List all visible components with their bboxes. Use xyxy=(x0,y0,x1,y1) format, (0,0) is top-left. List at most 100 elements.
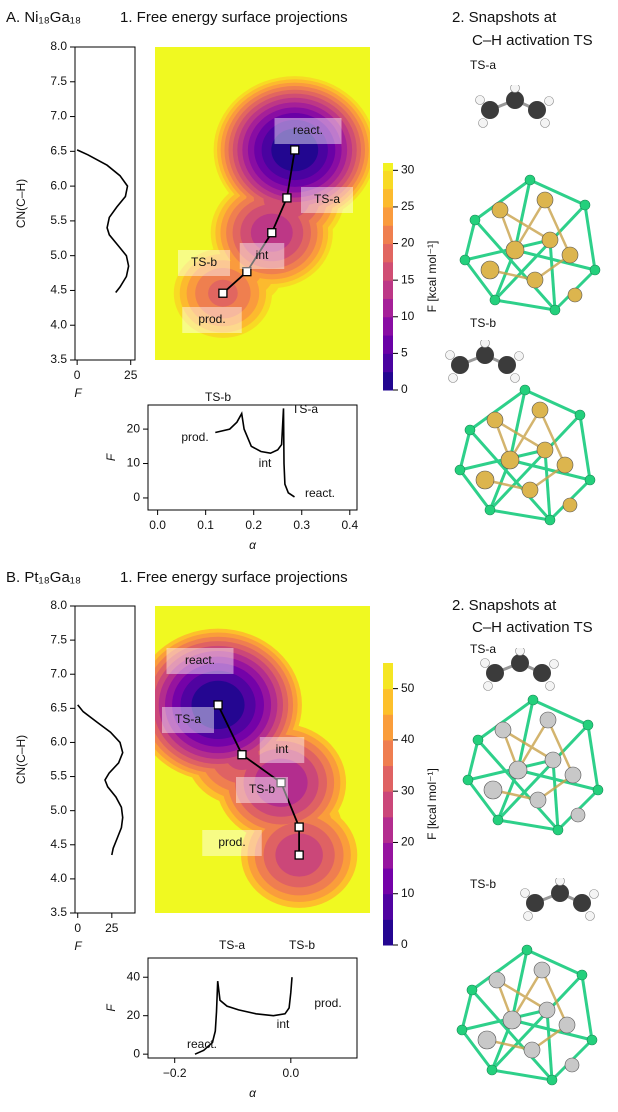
snapshot-adsorbate xyxy=(476,84,554,128)
colorbar-label: F [kcal mol⁻¹] xyxy=(425,768,439,840)
panel-title: 1. Free energy surface projections xyxy=(120,9,348,26)
path-point xyxy=(283,194,291,202)
y-tick-label: 20 xyxy=(127,1008,141,1022)
snapshot-cluster xyxy=(460,175,600,315)
x-tick-label: 0.4 xyxy=(341,518,358,532)
colorbar-tick-label: 50 xyxy=(401,681,415,695)
colorbar-band xyxy=(383,163,393,171)
snapshot-adsorbate xyxy=(521,877,599,921)
annotation: int xyxy=(259,456,272,470)
curve xyxy=(78,705,123,855)
snapshot-label: TS-b xyxy=(470,877,496,891)
colorbar-tick-label: 15 xyxy=(401,272,415,286)
x-tick-label: 0 xyxy=(74,921,81,935)
axis-label: F xyxy=(74,939,82,953)
path-point xyxy=(214,701,222,709)
colorbar-tick-label: 10 xyxy=(401,886,415,900)
figure: A. Ni₁₈Ga₁₈ 1. Free energy surface proje… xyxy=(0,0,618,1112)
annotation: TS-b xyxy=(205,390,231,404)
colorbar-band xyxy=(383,714,393,740)
y-tick-label: 7.0 xyxy=(50,666,67,680)
point-label: prod. xyxy=(198,312,225,326)
path-point xyxy=(268,229,276,237)
colorbar-band xyxy=(383,280,393,299)
y-tick-label: 4.5 xyxy=(50,837,67,851)
x-tick-label: 0.2 xyxy=(245,518,262,532)
y-tick-label: 6.5 xyxy=(50,701,67,715)
y-tick-label: 5.5 xyxy=(50,213,67,227)
panel-label: B. Pt₁₈Ga₁₈ xyxy=(6,569,81,586)
colorbar-band xyxy=(383,689,393,715)
x-tick-label: 0.3 xyxy=(293,518,310,532)
axis-label: F xyxy=(74,386,82,400)
axis-label: CN(C–H) xyxy=(14,179,28,228)
y-tick-label: 6.5 xyxy=(50,144,67,158)
panel-label: A. Ni₁₈Ga₁₈ xyxy=(6,9,81,26)
y-tick-label: 5.0 xyxy=(50,248,67,262)
snapshot-adsorbate xyxy=(446,339,524,383)
snapshot-cluster xyxy=(463,695,603,835)
y-tick-label: 6.0 xyxy=(50,735,67,749)
annotation: TS-a xyxy=(292,402,318,416)
axis-label: CN(C–H) xyxy=(14,735,28,784)
y-tick-label: 8.0 xyxy=(50,39,67,53)
y-tick-label: 5.5 xyxy=(50,769,67,783)
colorbar-band xyxy=(383,207,393,226)
point-label: TS-b xyxy=(191,255,217,269)
x-tick-label: 0.0 xyxy=(149,518,166,532)
annotation: prod. xyxy=(181,430,208,444)
annotation: react. xyxy=(305,486,335,500)
y-tick-label: 7.0 xyxy=(50,109,67,123)
colorbar-band xyxy=(383,298,393,317)
colorbar-band xyxy=(383,225,393,244)
point-label: TS-a xyxy=(175,712,201,726)
path-point xyxy=(291,146,299,154)
y-tick-label: 4.0 xyxy=(50,871,67,885)
colorbar-tick-label: 40 xyxy=(401,732,415,746)
path-point xyxy=(238,751,246,759)
axis-label: F xyxy=(104,1004,118,1012)
annotation: TS-b xyxy=(289,938,315,952)
y-tick-label: 40 xyxy=(127,969,141,983)
colorbar-tick-label: 10 xyxy=(401,309,415,323)
x-tick-label: 0 xyxy=(74,368,81,382)
y-tick-label: 7.5 xyxy=(50,74,67,88)
snapshot-title: 2. Snapshots at xyxy=(452,9,557,26)
y-tick-label: 7.5 xyxy=(50,632,67,646)
point-label: int xyxy=(256,248,269,262)
colorbar-band xyxy=(383,317,393,336)
x-tick-label: 25 xyxy=(124,368,138,382)
colorbar-band xyxy=(383,353,393,372)
colorbar-band xyxy=(383,244,393,263)
point-label: prod. xyxy=(218,835,245,849)
colorbar-band xyxy=(383,170,393,189)
annotation: prod. xyxy=(314,996,341,1010)
y-tick-label: 3.5 xyxy=(50,352,67,366)
y-tick-label: 10 xyxy=(127,456,141,470)
colorbar-band xyxy=(383,335,393,354)
point-label: TS-b xyxy=(249,782,275,796)
colorbar-tick-label: 5 xyxy=(401,346,408,360)
point-label: react. xyxy=(185,653,215,667)
y-tick-label: 4.0 xyxy=(50,317,67,331)
snapshot-cluster xyxy=(455,385,595,525)
colorbar-band xyxy=(383,919,393,945)
annotation: int xyxy=(277,1017,290,1031)
y-tick-label: 5.0 xyxy=(50,803,67,817)
colorbar-label: F [kcal mol⁻¹] xyxy=(425,241,439,313)
curve xyxy=(77,150,129,293)
curve xyxy=(215,408,294,497)
colorbar-tick-label: 0 xyxy=(401,382,408,396)
y-tick-label: 3.5 xyxy=(50,905,67,919)
colorbar-tick-label: 0 xyxy=(401,937,408,951)
snapshot-label: TS-a xyxy=(470,58,496,72)
annotation: TS-a xyxy=(219,938,245,952)
y-tick-label: 0 xyxy=(133,490,140,504)
path-point xyxy=(295,823,303,831)
snapshot-label: TS-a xyxy=(470,642,496,656)
point-label: TS-a xyxy=(314,192,340,206)
axis-label: α xyxy=(249,1086,257,1100)
panel-title: 1. Free energy surface projections xyxy=(120,569,348,586)
snapshot-subtitle: C–H activation TS xyxy=(472,619,593,636)
y-tick-label: 6.0 xyxy=(50,178,67,192)
